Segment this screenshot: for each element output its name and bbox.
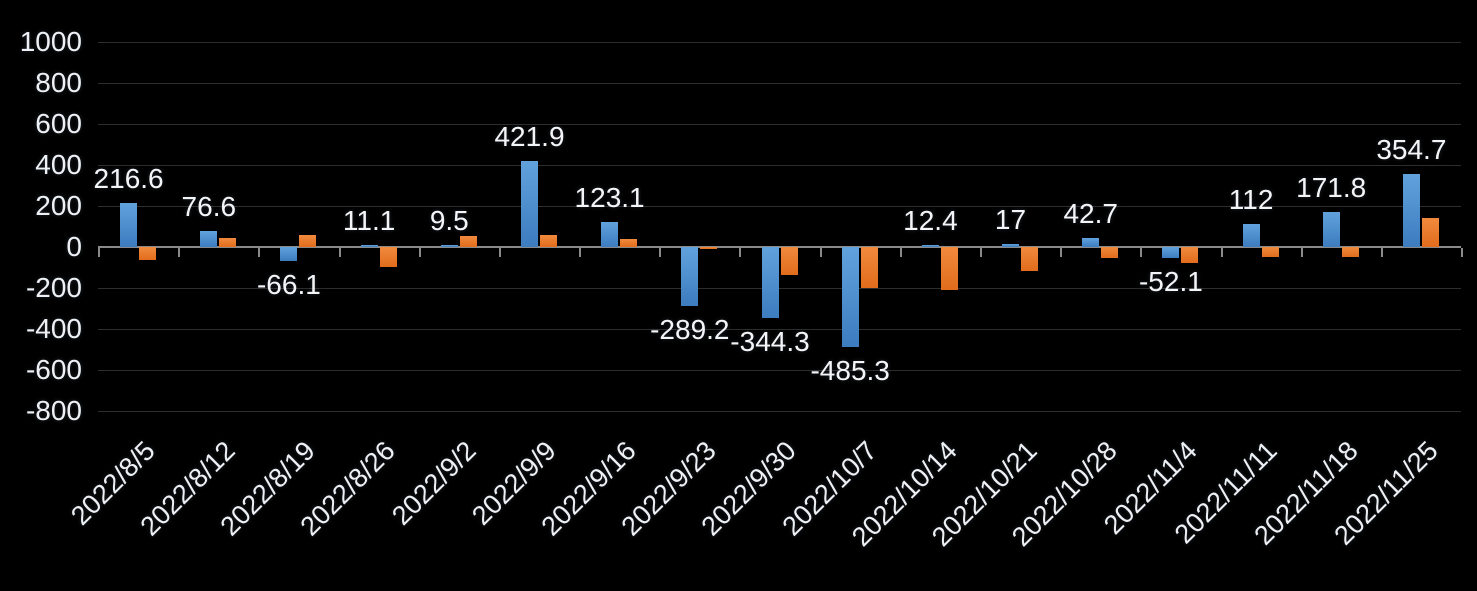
axis-tick	[258, 248, 261, 257]
data-label: 171.8	[1296, 171, 1367, 203]
data-label: 9.5	[429, 205, 469, 237]
bar-orange	[1421, 218, 1439, 247]
y-axis-label: 600	[35, 108, 82, 139]
bar-blue	[601, 221, 619, 247]
bar-orange	[620, 239, 638, 247]
bar-blue	[360, 244, 378, 247]
gridline	[98, 83, 1461, 84]
axis-tick	[979, 248, 982, 257]
y-axis-label: 1000	[19, 26, 82, 57]
data-label: -52.1	[1138, 265, 1203, 297]
bar-orange	[459, 235, 477, 247]
bar-blue	[200, 231, 218, 247]
data-label: 354.7	[1376, 134, 1447, 166]
bar-blue	[1242, 224, 1260, 247]
bar-orange	[1101, 247, 1119, 259]
gridline	[98, 411, 1461, 412]
bar-orange	[299, 235, 317, 247]
data-label: 123.1	[574, 181, 645, 213]
data-label: 11.1	[342, 204, 396, 236]
axis-tick	[338, 248, 341, 257]
bar-orange	[940, 247, 958, 290]
data-label: 42.7	[1063, 198, 1118, 230]
y-axis-label: -800	[25, 395, 82, 426]
bar-blue	[1402, 174, 1420, 247]
bar-orange	[1181, 247, 1199, 264]
axis-tick	[579, 248, 582, 257]
bar-blue	[1002, 243, 1019, 247]
y-axis-label: -400	[25, 313, 82, 344]
bar-blue	[440, 245, 458, 247]
gridline	[98, 206, 1461, 207]
bar-orange	[379, 247, 397, 267]
bar-orange	[1261, 247, 1279, 258]
bar-blue	[1082, 238, 1100, 247]
gridline	[98, 329, 1461, 330]
axis-tick	[498, 248, 501, 257]
data-label: 216.6	[93, 162, 164, 194]
axis-tick	[1220, 248, 1223, 257]
data-label: -344.3	[730, 325, 810, 357]
data-label: -289.2	[650, 314, 730, 346]
axis-tick	[178, 248, 181, 257]
y-axis-label: 200	[35, 190, 82, 221]
bar-orange	[860, 247, 878, 288]
gridline	[98, 288, 1461, 289]
bar-orange	[1341, 247, 1359, 258]
gridline	[98, 370, 1461, 371]
axis-tick	[1140, 248, 1143, 257]
data-label: -66.1	[256, 268, 321, 300]
axis-tick	[819, 248, 822, 257]
gridline	[98, 124, 1461, 125]
bar-blue	[280, 247, 298, 261]
axis-tick	[1380, 248, 1383, 257]
axis-tick	[899, 248, 902, 257]
data-label: -485.3	[810, 354, 890, 386]
bar-orange	[780, 247, 798, 275]
data-label: 421.9	[494, 120, 565, 152]
y-axis-label: -200	[25, 272, 82, 303]
x-axis-label: 2022/9/2	[385, 435, 482, 531]
y-axis-label: 400	[35, 149, 82, 180]
data-label: 76.6	[181, 191, 237, 223]
bar-orange	[700, 247, 718, 249]
bar-blue	[120, 202, 138, 247]
bar-orange	[139, 247, 157, 261]
bar-blue	[841, 247, 859, 347]
bar-blue	[681, 247, 699, 307]
x-axis-line	[98, 246, 1461, 248]
bar-blue	[1162, 247, 1180, 258]
y-axis-label: -600	[25, 354, 82, 385]
axis-tick	[98, 248, 100, 257]
data-label: 17	[994, 203, 1027, 235]
bar-blue	[1322, 211, 1340, 247]
axis-tick	[1060, 248, 1063, 257]
data-label: 12.4	[903, 204, 958, 236]
bar-orange	[1021, 247, 1038, 271]
y-axis-label: 0	[66, 231, 82, 262]
bar-blue	[921, 244, 939, 247]
axis-tick	[1461, 248, 1463, 257]
data-label: 112	[1228, 184, 1274, 215]
bar-orange	[540, 234, 557, 247]
bar-blue	[521, 160, 538, 247]
gridline	[98, 165, 1461, 166]
axis-tick	[418, 248, 421, 257]
axis-tick	[659, 248, 662, 257]
gridline	[98, 42, 1461, 43]
bar-orange	[219, 237, 237, 247]
axis-tick	[739, 248, 742, 257]
axis-tick	[1300, 248, 1303, 257]
bar-blue	[761, 247, 779, 318]
y-axis-label: 800	[35, 67, 82, 98]
